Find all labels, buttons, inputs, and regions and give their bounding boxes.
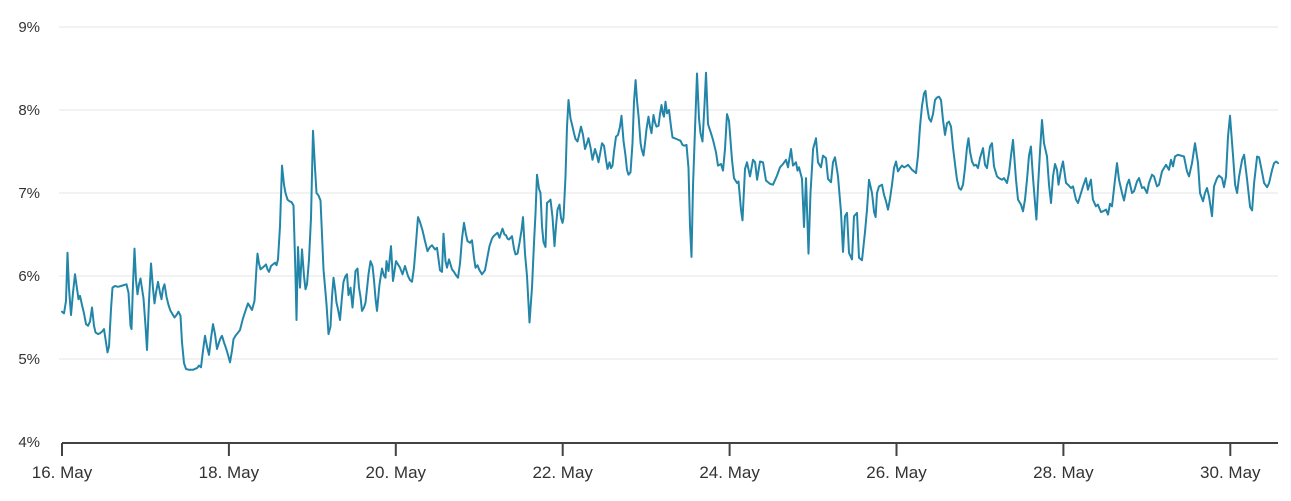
x-axis-label-22-may: 22. May — [532, 463, 593, 482]
y-axis-label-9pct: 9% — [18, 19, 40, 36]
x-axis-label-30-may: 30. May — [1200, 463, 1261, 482]
x-axis-label-28-may: 28. May — [1033, 463, 1094, 482]
data-series — [61, 71, 1280, 371]
series-line[interactable] — [61, 71, 1280, 371]
y-axis-label-5pct: 5% — [18, 351, 40, 368]
y-axis-label-4pct: 4% — [18, 434, 40, 451]
gridlines — [59, 26, 1278, 360]
y-axis-label-6pct: 6% — [18, 268, 40, 285]
y-axis-label-8pct: 8% — [18, 102, 40, 119]
y-axis-label-7pct: 7% — [18, 185, 40, 202]
x-axis-label-20-may: 20. May — [366, 463, 427, 482]
axis-labels: 4% 5% 6% 7% 8% 9% 16. May 18. May 20. May 22. May… — [18, 19, 1261, 482]
x-axis — [61, 442, 1278, 456]
x-axis-label-16-may: 16. May — [32, 463, 93, 482]
x-axis-label-24-may: 24. May — [699, 463, 760, 482]
x-axis-label-26-may: 26. May — [866, 463, 927, 482]
x-axis-label-18-may: 18. May — [199, 463, 260, 482]
